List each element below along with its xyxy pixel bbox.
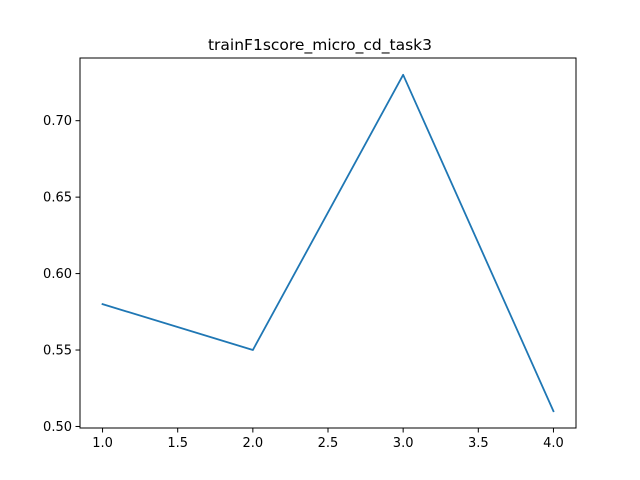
x-tick-label: 2.5 <box>318 436 339 451</box>
y-tick-label: 0.50 <box>43 420 72 435</box>
y-tick-label: 0.65 <box>43 191 72 206</box>
x-tick-label: 1.5 <box>167 436 188 451</box>
chart-title: trainF1score_micro_cd_task3 <box>208 36 432 55</box>
x-tick-label: 3.0 <box>393 436 414 451</box>
x-tick-label: 2.0 <box>243 436 264 451</box>
x-tick-label: 4.0 <box>543 436 564 451</box>
axes-layer: 1.0 1.5 2.0 2.5 3.0 3.5 4.0 0.50 0.55 0.60 0.65 0.7… <box>43 57 577 451</box>
series-line-0 <box>101 73 555 413</box>
x-tick-label: 3.5 <box>468 436 489 451</box>
y-tick-label: 0.70 <box>43 114 72 129</box>
plot-area <box>80 58 576 428</box>
x-tick-label: 1.0 <box>92 436 113 451</box>
y-tick-label: 0.55 <box>43 344 72 359</box>
series-layer <box>101 73 555 413</box>
y-tick-label: 0.60 <box>43 267 72 282</box>
